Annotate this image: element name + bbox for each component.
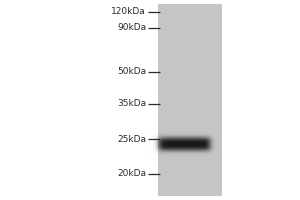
Text: 35kDa: 35kDa bbox=[117, 99, 146, 108]
Text: 50kDa: 50kDa bbox=[117, 68, 146, 76]
Text: 25kDa: 25kDa bbox=[117, 134, 146, 144]
Text: 90kDa: 90kDa bbox=[117, 23, 146, 32]
Text: 120kDa: 120kDa bbox=[111, 7, 146, 17]
Text: 20kDa: 20kDa bbox=[117, 170, 146, 178]
